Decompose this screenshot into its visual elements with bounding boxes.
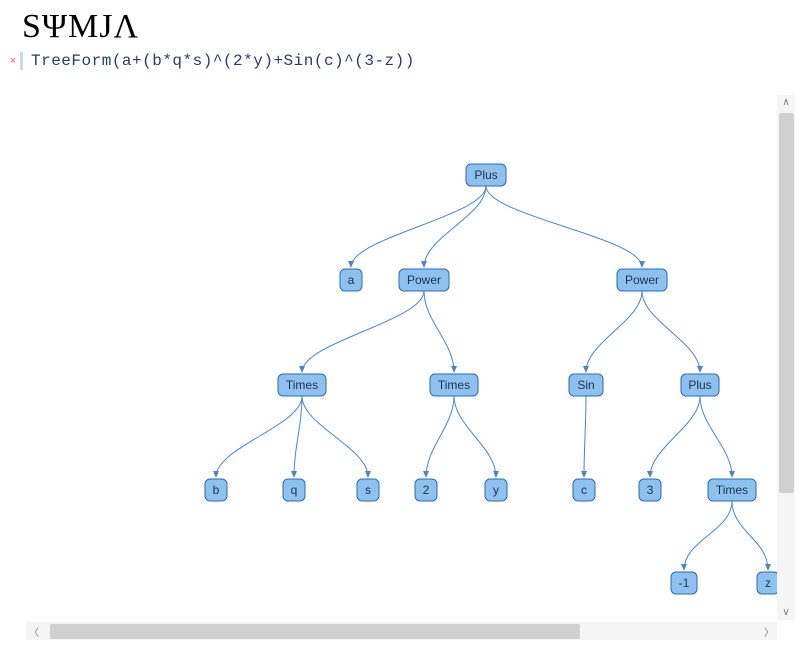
svg-text:Plus: Plus <box>474 168 497 182</box>
tree-edge <box>294 396 302 477</box>
tree-node-z[interactable]: z <box>757 572 779 594</box>
tree-node-times1[interactable]: Times <box>278 374 326 396</box>
vertical-scrollbar[interactable]: ∧ ∨ <box>777 95 795 620</box>
tree-node-nm1[interactable]: -1 <box>671 572 697 594</box>
code-wrapper: TreeForm(a+(b*q*s)^(2*y)+Sin(c)^(3-z)) <box>20 52 809 70</box>
svg-text:-1: -1 <box>679 576 690 590</box>
tree-node-c[interactable]: c <box>573 479 595 501</box>
svg-text:Power: Power <box>407 273 441 287</box>
tree-node-s[interactable]: s <box>357 479 379 501</box>
svg-text:a: a <box>348 273 355 287</box>
tree-edge <box>684 501 732 570</box>
scroll-left-icon[interactable]: 〈 <box>29 624 39 639</box>
tree-edge <box>426 396 454 477</box>
tree-edge <box>216 396 302 477</box>
horizontal-scrollbar[interactable]: 〈 〉 <box>26 622 777 640</box>
app-logo: SΨMJΛ <box>0 0 809 50</box>
tree-node-times2[interactable]: Times <box>430 374 478 396</box>
tree-node-n3[interactable]: 3 <box>639 479 661 501</box>
horizontal-scroll-thumb[interactable] <box>50 624 580 639</box>
scroll-up-icon[interactable]: ∧ <box>782 97 789 108</box>
tree-edge <box>302 396 368 477</box>
tree-node-a[interactable]: a <box>340 269 362 291</box>
svg-text:Power: Power <box>625 273 659 287</box>
svg-text:Plus: Plus <box>688 378 711 392</box>
scroll-down-icon[interactable]: ∨ <box>782 607 789 618</box>
tree-node-sin[interactable]: Sin <box>569 374 603 396</box>
svg-text:y: y <box>493 483 499 497</box>
tree-node-b[interactable]: b <box>205 479 227 501</box>
svg-text:Times: Times <box>438 378 470 392</box>
tree-edge <box>424 291 454 372</box>
svg-text:Times: Times <box>716 483 748 497</box>
svg-text:Times: Times <box>286 378 318 392</box>
tree-edge <box>302 291 424 372</box>
tree-edge <box>650 396 700 477</box>
close-icon[interactable]: × <box>6 52 20 67</box>
tree-edge <box>586 291 642 372</box>
tree-edge <box>700 396 732 477</box>
input-expression[interactable]: TreeForm(a+(b*q*s)^(2*y)+Sin(c)^(3-z)) <box>31 52 415 70</box>
tree-node-pow2[interactable]: Power <box>617 269 667 291</box>
svg-text:c: c <box>581 483 587 497</box>
svg-text:z: z <box>765 576 771 590</box>
tree-node-n2[interactable]: 2 <box>415 479 437 501</box>
output-canvas: Plus a Power Power Times Times Sin Plus b q s 2 y c 3 T… <box>26 95 795 640</box>
tree-node-pow1[interactable]: Power <box>399 269 449 291</box>
tree-edge <box>486 186 642 267</box>
tree-node-times3[interactable]: Times <box>708 479 756 501</box>
svg-text:3: 3 <box>647 483 654 497</box>
tree-edge <box>732 501 768 570</box>
svg-text:q: q <box>291 483 298 497</box>
vertical-scroll-thumb[interactable] <box>779 113 794 493</box>
tree-node-plus1[interactable]: Plus <box>681 374 719 396</box>
tree-edge <box>424 186 486 267</box>
tree-node-plus0[interactable]: Plus <box>466 164 506 186</box>
tree-edge <box>454 396 496 477</box>
scroll-right-icon[interactable]: 〉 <box>764 624 774 639</box>
svg-text:Sin: Sin <box>577 378 594 392</box>
tree-node-q[interactable]: q <box>283 479 305 501</box>
tree-node-y[interactable]: y <box>485 479 507 501</box>
tree-edge <box>351 186 486 267</box>
svg-text:s: s <box>365 483 371 497</box>
tree-diagram: Plus a Power Power Times Times Sin Plus b q s 2 y c 3 T… <box>26 95 795 635</box>
tree-edge <box>584 396 586 477</box>
tree-edge <box>642 291 700 372</box>
svg-text:2: 2 <box>423 483 430 497</box>
input-cell: × TreeForm(a+(b*q*s)^(2*y)+Sin(c)^(3-z)) <box>0 50 809 70</box>
svg-text:b: b <box>213 483 220 497</box>
